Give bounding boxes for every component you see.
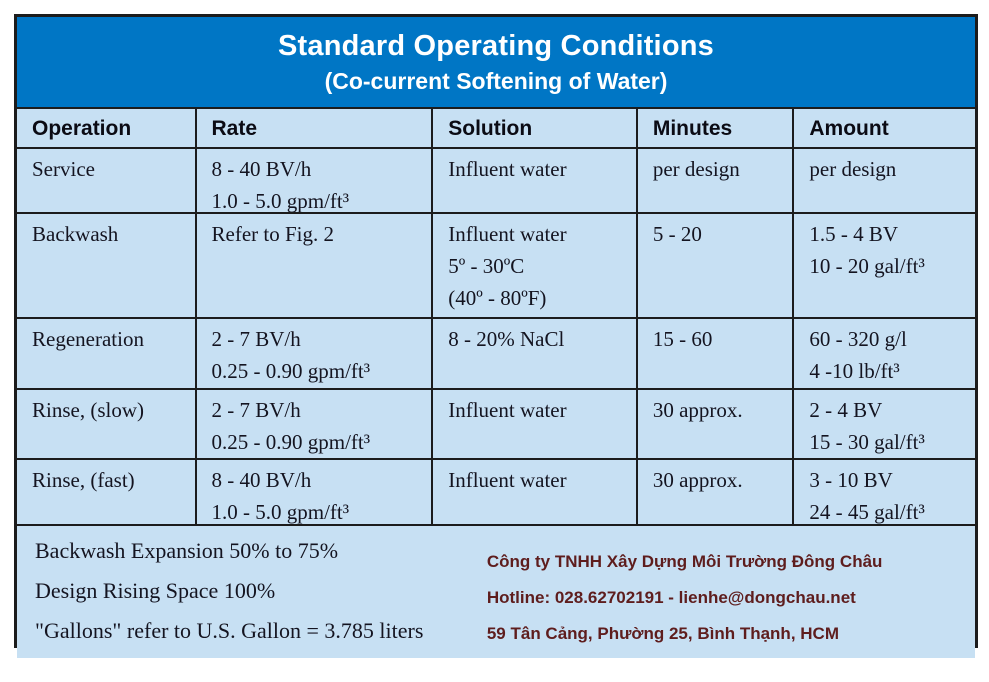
cell-rinse-fast-rate: 8 - 40 BV/h 1.0 - 5.0 gpm/ft³ [197,460,434,524]
table-title: Standard Operating Conditions [278,30,714,62]
cell-backwash-solution: Influent water 5º - 30ºC (40º - 80ºF) [433,214,638,317]
table-row-rinse-fast: Rinse, (fast) 8 - 40 BV/h 1.0 - 5.0 gpm/… [17,460,975,526]
cell-rinse-slow-minutes: 30 approx. [638,390,795,458]
cell-rinse-fast-solution: Influent water [433,460,638,524]
column-header-solution: Solution [433,109,638,147]
table-row-rinse-slow: Rinse, (slow) 2 - 7 BV/h 0.25 - 0.90 gpm… [17,390,975,460]
cell-service-solution: Influent water [433,149,638,212]
note-design-rising-space: Design Rising Space 100% [35,578,276,603]
operating-conditions-table: Standard Operating Conditions (Co-curren… [14,14,978,658]
table-footer: Backwash Expansion 50% to 75% Design Ris… [17,526,975,658]
cell-rinse-fast-amount: 3 - 10 BV 24 - 45 gal/ft³ [809,468,925,524]
cell-backwash-operation: Backwash [17,214,197,317]
cell-regeneration-amount: 60 - 320 g/l 4 -10 lb/ft³ [809,327,907,383]
cell-rinse-slow-solution: Influent water [433,390,638,458]
cell-backwash-amount: 1.5 - 4 BV 10 - 20 gal/ft³ [809,222,925,278]
column-header-amount: Amount [809,117,889,140]
cell-rinse-slow-rate: 2 - 7 BV/h 0.25 - 0.90 gpm/ft³ [197,390,434,458]
company-name: Công ty TNHH Xây Dựng Môi Trường Đông Ch… [486,552,883,571]
cell-rinse-fast-operation: Rinse, (fast) [17,460,197,524]
company-hotline: Hotline: 028.62702191 - lienhe@dongchau.… [486,588,856,607]
cell-rinse-slow-operation: Rinse, (slow) [17,390,197,458]
table-header-row: Operation Rate Solution Minutes Amount [17,109,975,149]
cell-regeneration-operation: Regeneration [17,319,197,388]
table-title-band: Standard Operating Conditions (Co-curren… [17,17,975,109]
cell-backwash-rate: Refer to Fig. 2 [197,214,434,317]
footer-notes: Backwash Expansion 50% to 75% Design Ris… [17,526,477,658]
cell-backwash-minutes: 5 - 20 [638,214,795,317]
cell-service-amount: per design [809,157,897,181]
cell-regeneration-minutes: 15 - 60 [638,319,795,388]
column-header-rate: Rate [197,109,434,147]
cell-service-rate: 8 - 40 BV/h 1.0 - 5.0 gpm/ft³ [197,149,434,212]
cell-rinse-slow-amount: 2 - 4 BV 15 - 30 gal/ft³ [809,398,925,454]
column-header-minutes: Minutes [638,109,795,147]
cell-rinse-fast-minutes: 30 approx. [638,460,795,524]
cell-regeneration-rate: 2 - 7 BV/h 0.25 - 0.90 gpm/ft³ [197,319,434,388]
cell-service-minutes: per design [638,149,795,212]
company-address: 59 Tân Cảng, Phường 25, Bình Thạnh, HCM [486,624,839,643]
cell-regeneration-solution: 8 - 20% NaCl [433,319,638,388]
note-gallons-conversion: "Gallons" refer to U.S. Gallon = 3.785 l… [35,618,424,643]
note-backwash-expansion: Backwash Expansion 50% to 75% [35,538,339,563]
column-header-operation: Operation [17,109,197,147]
cell-service-operation: Service [17,149,197,212]
table-row-backwash: Backwash Refer to Fig. 2 Influent water … [17,214,975,319]
table-row-regeneration: Regeneration 2 - 7 BV/h 0.25 - 0.90 gpm/… [17,319,975,390]
table-subtitle: (Co-current Softening of Water) [324,68,668,94]
table-row-service: Service 8 - 40 BV/h 1.0 - 5.0 gpm/ft³ In… [17,149,975,214]
company-info: Công ty TNHH Xây Dựng Môi Trường Đông Ch… [477,526,975,658]
